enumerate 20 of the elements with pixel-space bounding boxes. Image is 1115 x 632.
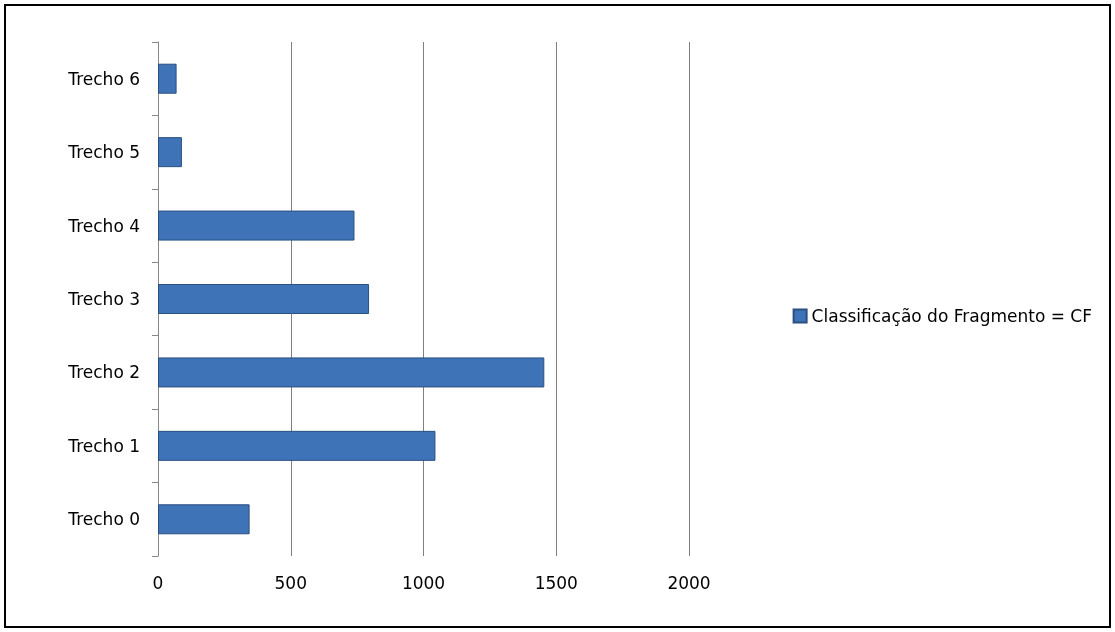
x-tick-label: 0 xyxy=(152,572,164,593)
y-tick-label: Trecho 5 xyxy=(67,142,140,163)
bar xyxy=(158,210,355,241)
bar xyxy=(158,357,545,388)
y-tick-label: Trecho 3 xyxy=(67,289,140,309)
y-tick-label: Trecho 2 xyxy=(67,362,140,383)
x-tick-label: 1000 xyxy=(401,572,446,593)
bar xyxy=(158,63,177,94)
legend-label: Classificação do Fragmento = CF xyxy=(811,306,1093,326)
y-tick-label: Trecho 6 xyxy=(67,68,140,89)
y-tick-label: Trecho 4 xyxy=(67,215,140,236)
y-tick-label: Trecho 1 xyxy=(67,435,140,456)
bar xyxy=(158,137,182,168)
x-tick-label: 1500 xyxy=(534,572,578,593)
bar xyxy=(158,430,436,461)
x-tick-label: 2000 xyxy=(667,572,711,593)
bar xyxy=(158,504,250,535)
x-tick-label: 500 xyxy=(274,572,307,593)
y-tick-label: Trecho 0 xyxy=(67,509,140,530)
bar xyxy=(158,284,370,314)
